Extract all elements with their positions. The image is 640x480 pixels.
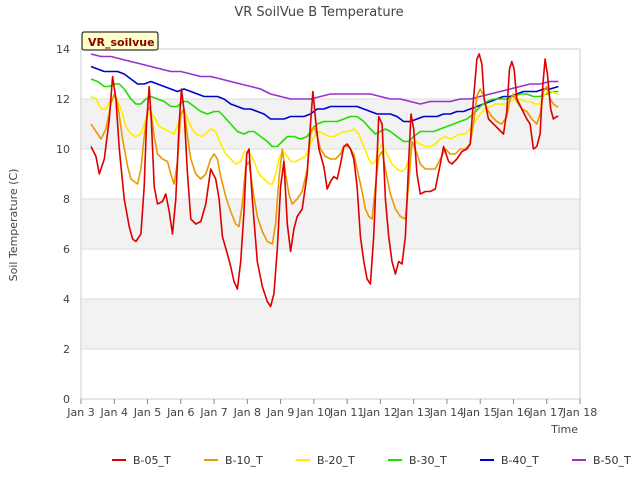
x-tick-label: Jan 8 — [233, 406, 261, 419]
plot-band — [81, 199, 580, 249]
y-tick-label: 12 — [56, 93, 70, 106]
series-line-B-40_T — [90, 65, 559, 123]
legend-label: B-30_T — [409, 454, 447, 467]
y-tick-label: 2 — [63, 343, 70, 356]
legend-item: B-40_T — [480, 454, 539, 467]
legend-item: B-20_T — [296, 454, 355, 467]
x-axis-label: Time — [550, 423, 578, 436]
y-tick-label: 14 — [56, 43, 70, 56]
legend-item: B-10_T — [204, 454, 263, 467]
plot-band — [81, 299, 580, 349]
x-tick-label: Jan 5 — [133, 406, 161, 419]
y-tick-label: 4 — [63, 293, 70, 306]
site-label-box: VR_soilvue — [81, 31, 159, 51]
legend-label: B-20_T — [317, 454, 355, 467]
x-tick-label: Jan 15 — [462, 406, 497, 419]
series-lines — [90, 53, 559, 308]
x-tick-label: Jan 18 — [562, 406, 597, 419]
legend-item: B-50_T — [572, 454, 631, 467]
chart-title: VR SoilVue B Temperature — [234, 5, 403, 20]
x-tick-label: Jan 7 — [199, 406, 227, 419]
x-tick-label: Jan 13 — [395, 406, 430, 419]
legend: B-05_T B-10_T B-20_T B-30_T B-40_T B-50_T — [112, 454, 631, 467]
x-tick-label: Jan 16 — [495, 406, 530, 419]
y-tick-label: 0 — [63, 393, 70, 406]
plot-area — [80, 48, 581, 400]
series-line-B-05_T — [90, 53, 559, 308]
x-tick-label: Jan 4 — [100, 406, 128, 419]
x-tick-label: Jan 12 — [362, 406, 397, 419]
plot-bands — [81, 99, 580, 349]
x-tick-label: Jan 10 — [296, 406, 331, 419]
x-tick-label: Jan 14 — [429, 406, 464, 419]
series-line-B-20_T — [90, 90, 559, 185]
legend-label: B-05_T — [133, 454, 171, 467]
x-tick-label: Jan 3 — [66, 406, 94, 419]
legend-item: B-05_T — [112, 454, 171, 467]
x-tick-label: Jan 9 — [266, 406, 294, 419]
site-label-background — [81, 31, 159, 51]
series-line-B-50_T — [90, 53, 559, 105]
y-axis-label: Soil Temperature (C) — [7, 169, 20, 282]
x-tick-label: Jan 11 — [329, 406, 364, 419]
legend-label: B-50_T — [593, 454, 631, 467]
y-tick-labels: 0 2 4 6 8 10 12 14 — [56, 43, 70, 406]
y-tick-label: 6 — [63, 243, 70, 256]
y-tick-label: 8 — [63, 193, 70, 206]
site-label: VR_soilvue — [88, 36, 155, 49]
x-tick-labels: Jan 3 Jan 4 Jan 5 Jan 6 Jan 7 Jan 8 Jan 9 Jan 1… — [66, 399, 597, 419]
y-tick-label: 10 — [56, 143, 70, 156]
x-tick-label: Jan 6 — [166, 406, 194, 419]
legend-label: B-10_T — [225, 454, 263, 467]
x-tick-label: Jan 17 — [529, 406, 564, 419]
legend-label: B-40_T — [501, 454, 539, 467]
legend-item: B-30_T — [388, 454, 447, 467]
